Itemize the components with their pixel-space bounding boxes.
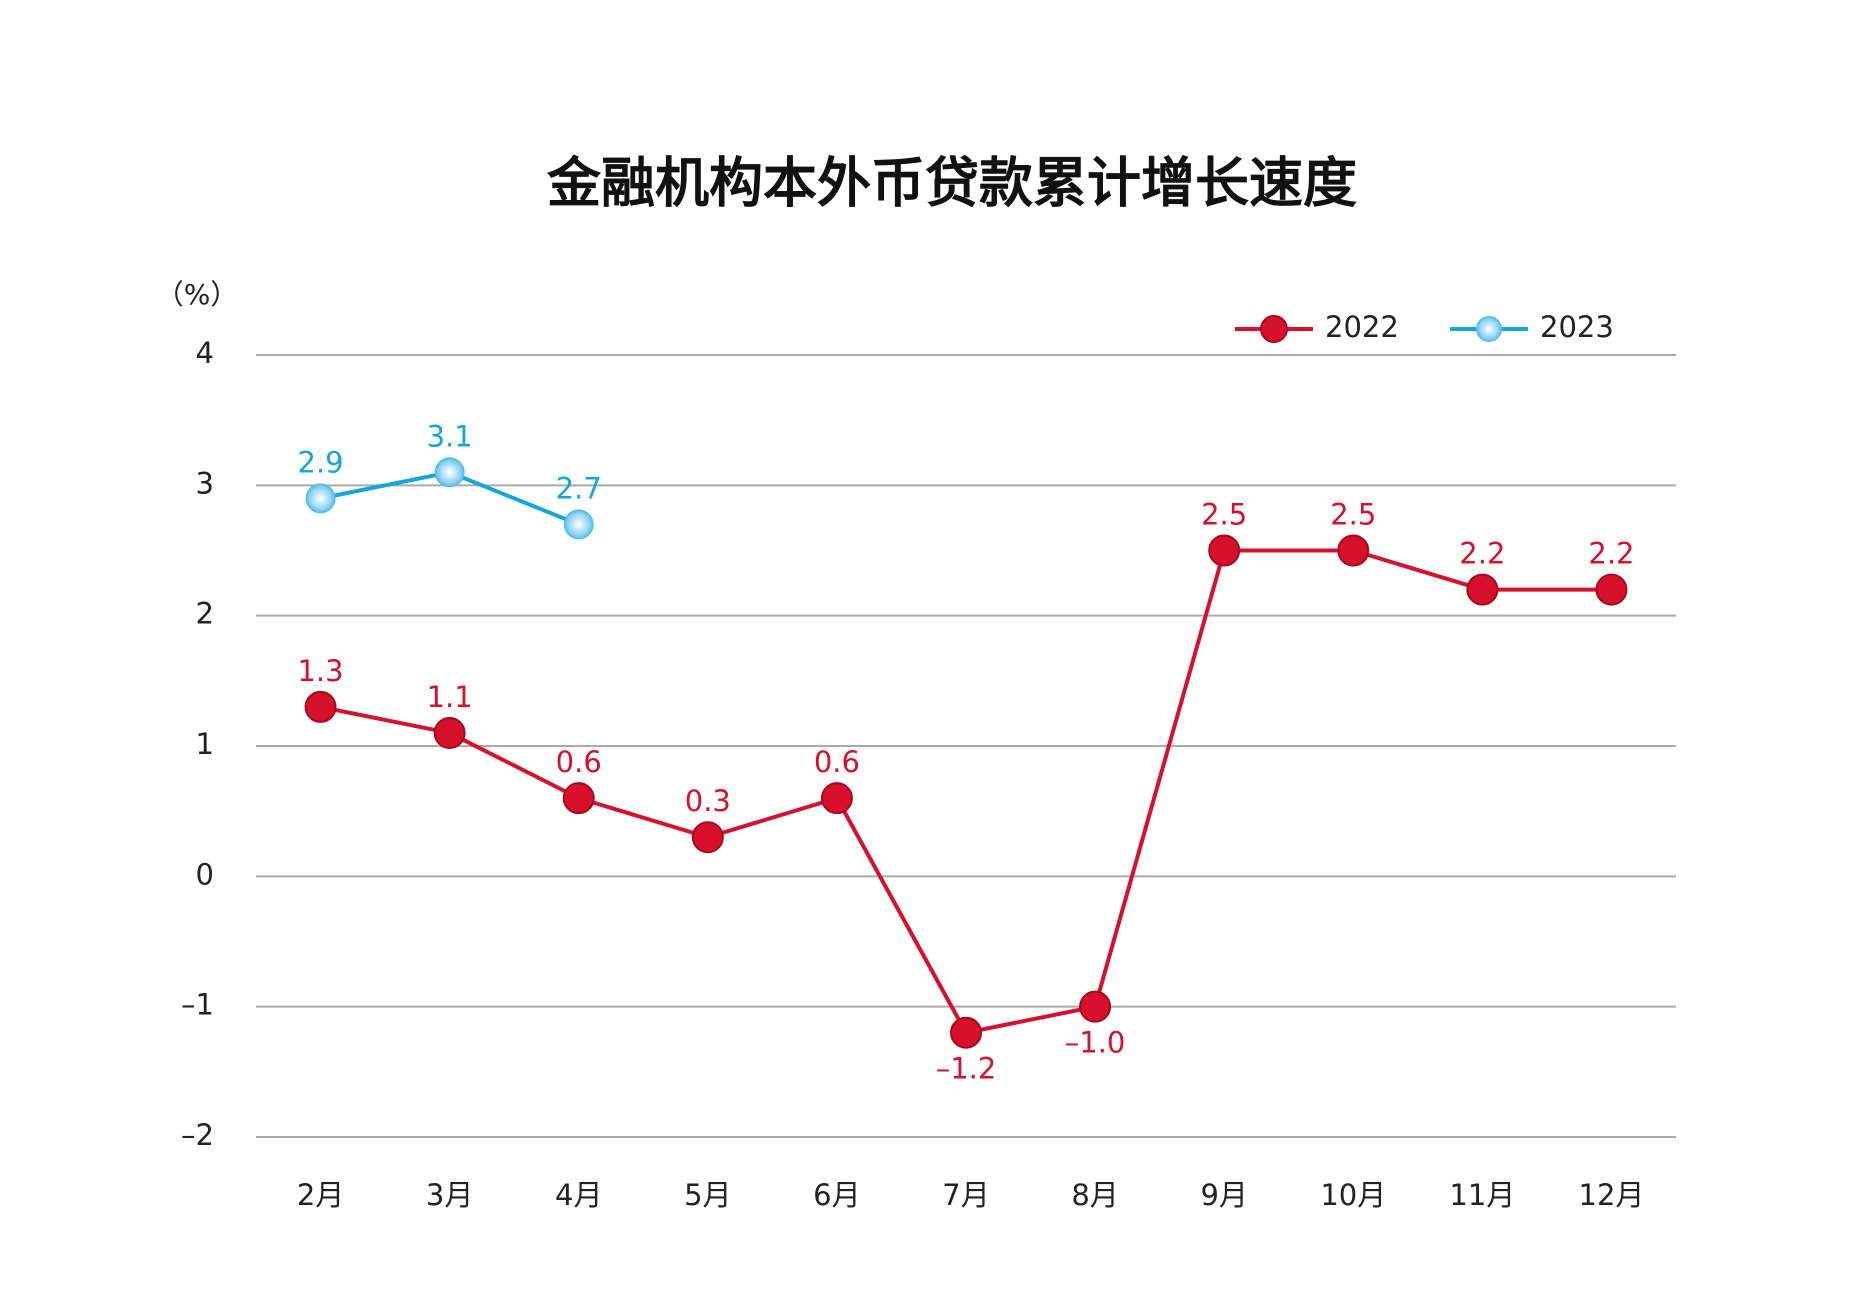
- data-label: 2.2: [1459, 537, 1505, 571]
- y-axis-label: （%）: [156, 278, 239, 311]
- x-tick-label: 3月: [426, 1178, 473, 1212]
- marker: [1208, 534, 1241, 567]
- y-tick-label: –2: [181, 1118, 214, 1152]
- x-tick-label: 7月: [942, 1178, 989, 1212]
- y-tick-label: 2: [196, 597, 214, 631]
- data-label: 0.3: [685, 784, 731, 818]
- marker: [1337, 534, 1370, 567]
- data-label: 2.9: [297, 445, 343, 479]
- marker: [305, 483, 336, 514]
- data-label: 1.3: [297, 654, 343, 688]
- x-tick-label: 10月: [1320, 1178, 1386, 1212]
- legend-label: 2022: [1325, 310, 1399, 344]
- marker: [563, 509, 594, 540]
- x-tick-label: 2月: [297, 1178, 344, 1212]
- x-tick-label: 8月: [1071, 1178, 1118, 1212]
- x-tick-label: 12月: [1579, 1178, 1645, 1212]
- marker: [1595, 573, 1628, 606]
- marker: [433, 716, 466, 749]
- marker: [950, 1016, 982, 1049]
- x-tick-label: 6月: [813, 1178, 860, 1212]
- chart-title: 金融机构本外币贷款累计增长速度: [546, 152, 1357, 215]
- marker: [1260, 315, 1288, 343]
- marker: [304, 690, 337, 723]
- data-label: 0.6: [556, 745, 602, 779]
- marker: [691, 821, 724, 854]
- data-label: 2.5: [1330, 498, 1376, 532]
- data-label: 2.2: [1588, 537, 1634, 571]
- series-line: [320, 548, 1612, 1035]
- marker: [1079, 990, 1112, 1023]
- x-tick-label: 5月: [684, 1178, 731, 1212]
- data-label: –1.2: [936, 1052, 997, 1086]
- data-label: 0.6: [814, 745, 860, 779]
- data-label: 3.1: [427, 419, 473, 453]
- y-tick-label: –1: [181, 988, 214, 1022]
- y-tick-label: 3: [196, 466, 214, 500]
- y-tick-label: 0: [196, 857, 214, 891]
- data-label: 2.5: [1201, 498, 1247, 532]
- x-tick-label: 11月: [1449, 1178, 1515, 1212]
- data-label: –1.0: [1065, 1026, 1126, 1060]
- x-tick-label: 9月: [1200, 1178, 1247, 1212]
- marker: [434, 457, 465, 488]
- marker: [1466, 573, 1499, 606]
- marker: [562, 782, 595, 815]
- y-tick-label: 1: [196, 727, 214, 761]
- y-tick-label: 4: [196, 336, 214, 370]
- marker: [1476, 316, 1502, 342]
- data-label: 1.1: [427, 680, 473, 714]
- data-label: 2.7: [556, 471, 602, 505]
- marker: [820, 782, 853, 815]
- legend-label: 2023: [1540, 310, 1614, 344]
- x-tick-label: 4月: [555, 1178, 602, 1212]
